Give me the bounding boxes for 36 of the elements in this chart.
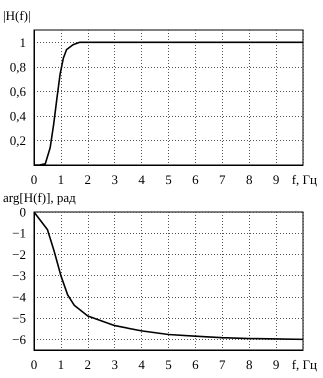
x-tick-label: 3 (111, 357, 118, 372)
x-tick-label: 6 (192, 172, 200, 187)
y-tick-label: −4 (12, 289, 26, 304)
y-tick-label: −2 (12, 246, 26, 262)
x-tick-label: 1 (58, 172, 64, 187)
y-tick-label: −6 (12, 332, 26, 347)
y-tick-label: 0,8 (10, 59, 26, 74)
x-tick-label: 0 (30, 357, 38, 372)
x-tick-label: 6 (192, 357, 200, 372)
x-tick-label: 1 (58, 357, 64, 372)
x-tick-label: 8 (246, 357, 252, 372)
x-tick-label: 5 (165, 357, 172, 372)
y-tick-label: 1 (20, 34, 26, 50)
x-tick-label: 3 (111, 172, 118, 187)
y-tick-label: −3 (12, 268, 26, 284)
y-tick-label: 0,2 (10, 132, 26, 148)
x-tick-label: 9 (272, 357, 280, 372)
x-tick-label: 2 (84, 172, 92, 187)
y-tick-label: 0 (20, 204, 26, 220)
y-axis-title: |H(f)| (3, 8, 31, 23)
x-tick-label: 8 (246, 172, 252, 187)
y-tick-label: −1 (12, 226, 26, 241)
y-tick-label: −5 (12, 310, 26, 326)
x-tick-label: 7 (219, 357, 226, 372)
x-tick-label: 5 (165, 172, 172, 187)
x-tick-label: 2 (84, 357, 92, 372)
x-tick-label: 7 (219, 172, 226, 187)
x-tick-label: 4 (138, 172, 146, 187)
y-tick-label: 0,4 (10, 108, 26, 124)
y-axis-title: arg[H(f)], рад (3, 190, 76, 205)
x-tick-label: 0 (30, 172, 38, 187)
x-tick-label: 4 (138, 357, 146, 372)
y-tick-label: 0,6 (10, 84, 26, 99)
x-axis-title: f, Гц (292, 172, 318, 187)
x-tick-label: 9 (272, 172, 280, 187)
x-axis-title: f, Гц (292, 357, 318, 372)
